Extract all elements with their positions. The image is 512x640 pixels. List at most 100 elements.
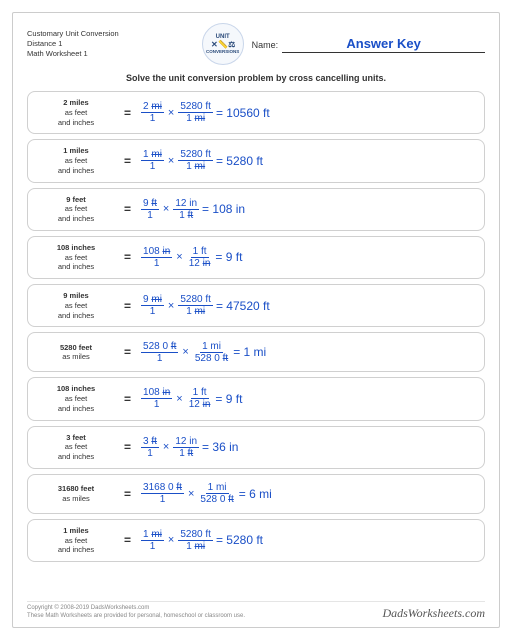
fraction-2: 1 mi528 0 ft (198, 482, 235, 505)
problem-prompt: 108 inchesas feetand inches (38, 243, 114, 272)
quantity: 2 miles (38, 98, 114, 108)
fraction-2: 5280 ft1 mi (178, 294, 213, 317)
quantity: 3 feet (38, 433, 114, 443)
work-expression: 108 in1×1 ft12 in = 9 ft (141, 387, 242, 410)
copyright: Copyright © 2008-2019 DadsWorksheets.com (27, 605, 245, 613)
multiply-sign: × (167, 534, 175, 546)
equals-sign: = (120, 106, 135, 120)
worksheet-page: Customary Unit Conversion Distance 1 Mat… (12, 12, 500, 628)
fraction-1: 528 0 ft1 (141, 341, 178, 364)
title-line-3: Math Worksheet 1 (27, 49, 194, 59)
as-label: as feetand inches (38, 253, 114, 273)
multiply-sign: × (162, 203, 170, 215)
quantity: 108 inches (38, 243, 114, 253)
fraction-2: 1 ft12 in (187, 387, 213, 410)
problem-prompt: 2 milesas feetand inches (38, 98, 114, 127)
multiply-sign: × (175, 251, 183, 263)
multiply-sign: × (162, 441, 170, 453)
work-expression: 528 0 ft1× 1 mi528 0 ft = 1 mi (141, 341, 266, 364)
unit-conversions-logo: UNIT ✕ 📏 ⚖ CONVERSIONS (202, 23, 244, 65)
quantity: 108 inches (38, 384, 114, 394)
work-expression: 108 in1×1 ft12 in = 9 ft (141, 246, 242, 269)
work-expression: 3 ft1×12 in1 ft = 36 in (141, 436, 238, 459)
as-label: as feetand inches (38, 442, 114, 462)
fraction-1: 108 in1 (141, 246, 172, 269)
problem-row: 3 feetas feetand inches = 3 ft1×12 in1 ft … (27, 426, 485, 469)
fraction-1: 108 in1 (141, 387, 172, 410)
equals-sign: = (120, 202, 135, 216)
answer: = 36 in (202, 440, 238, 454)
title-line-2: Distance 1 (27, 39, 194, 49)
fraction-2: 5280 ft1 mi (178, 529, 213, 552)
work-expression: 9 mi1×5280 ft1 mi = 47520 ft (141, 294, 270, 317)
fraction-1: 2 mi1 (141, 101, 164, 124)
problem-row: 31680 feetas miles=3168 0 ft1×1 mi528 0 … (27, 474, 485, 514)
multiply-sign: × (187, 488, 195, 500)
work-expression: 2 mi1×5280 ft1 mi = 10560 ft (141, 101, 270, 124)
fraction-2: 12 in1 ft (173, 198, 199, 221)
equals-sign: = (120, 440, 135, 454)
footer-note: These Math Worksheets are provided for p… (27, 613, 245, 621)
as-label: as miles (38, 352, 114, 362)
brand: DadsWorksheets.com (382, 606, 485, 621)
fraction-2: 5280 ft1 mi (178, 149, 213, 172)
fraction-1: 1 mi1 (141, 529, 164, 552)
name-label: Name: (252, 40, 279, 50)
multiply-sign: × (181, 346, 189, 358)
name-value: Answer Key (282, 36, 485, 53)
footer-left: Copyright © 2008-2019 DadsWorksheets.com… (27, 605, 245, 621)
name-area: Name: Answer Key (252, 36, 485, 53)
problem-prompt: 9 milesas feetand inches (38, 291, 114, 320)
fraction-2: 12 in1 ft (173, 436, 199, 459)
logo-icons: ✕ 📏 ⚖ (211, 41, 234, 49)
answer: = 6 mi (239, 487, 272, 501)
fraction-1: 9 ft1 (141, 198, 159, 221)
problem-prompt: 5280 feetas miles (38, 343, 114, 363)
problem-row: 9 feetas feetand inches = 9 ft1×12 in1 ft … (27, 188, 485, 231)
work-expression: 1 mi1×5280 ft1 mi = 5280 ft (141, 529, 263, 552)
answer: = 9 ft (215, 392, 242, 406)
fraction-1: 1 mi1 (141, 149, 164, 172)
problem-row: 1 milesas feetand inches = 1 mi1×5280 ft1 … (27, 519, 485, 562)
problem-row: 1 milesas feetand inches = 1 mi1×5280 ft1 … (27, 139, 485, 182)
fraction-1: 3 ft1 (141, 436, 159, 459)
answer: = 1 mi (233, 345, 266, 359)
as-label: as feetand inches (38, 204, 114, 224)
quantity: 1 miles (38, 526, 114, 536)
footer: Copyright © 2008-2019 DadsWorksheets.com… (27, 601, 485, 621)
as-label: as feetand inches (38, 394, 114, 414)
fraction-2: 1 mi528 0 ft (193, 341, 230, 364)
as-label: as feetand inches (38, 156, 114, 176)
fraction-1: 9 mi1 (141, 294, 164, 317)
multiply-sign: × (167, 107, 175, 119)
work-expression: 9 ft1×12 in1 ft = 108 in (141, 198, 245, 221)
answer: = 108 in (202, 202, 245, 216)
equals-sign: = (120, 250, 135, 264)
multiply-sign: × (167, 300, 175, 312)
equals-sign: = (120, 533, 135, 547)
answer: = 10560 ft (216, 106, 270, 120)
work-expression: 1 mi1×5280 ft1 mi = 5280 ft (141, 149, 263, 172)
as-label: as feetand inches (38, 108, 114, 128)
as-label: as feetand inches (38, 536, 114, 556)
equals-sign: = (120, 487, 135, 501)
as-label: as feetand inches (38, 301, 114, 321)
work-expression: 3168 0 ft1×1 mi528 0 ft = 6 mi (141, 482, 272, 505)
quantity: 9 miles (38, 291, 114, 301)
problems-container: 2 milesas feetand inches=2 mi1×5280 ft1 … (27, 91, 485, 562)
quantity: 5280 feet (38, 343, 114, 353)
title-line-1: Customary Unit Conversion (27, 29, 194, 39)
quantity: 1 miles (38, 146, 114, 156)
fraction-1: 3168 0 ft1 (141, 482, 184, 505)
multiply-sign: × (167, 155, 175, 167)
problem-row: 5280 feetas miles=528 0 ft1×1 mi528 0 ft… (27, 332, 485, 372)
logo-top: UNIT (216, 34, 230, 40)
header: Customary Unit Conversion Distance 1 Mat… (27, 23, 485, 65)
answer: = 47520 ft (216, 299, 270, 313)
header-titles: Customary Unit Conversion Distance 1 Mat… (27, 29, 194, 58)
equals-sign: = (120, 154, 135, 168)
answer: = 5280 ft (216, 154, 263, 168)
quantity: 9 feet (38, 195, 114, 205)
problem-row: 108 inchesas feetand inches=108 in1×1 ft… (27, 377, 485, 420)
problem-row: 9 milesas feetand inches=9 mi1×5280 ft1 … (27, 284, 485, 327)
